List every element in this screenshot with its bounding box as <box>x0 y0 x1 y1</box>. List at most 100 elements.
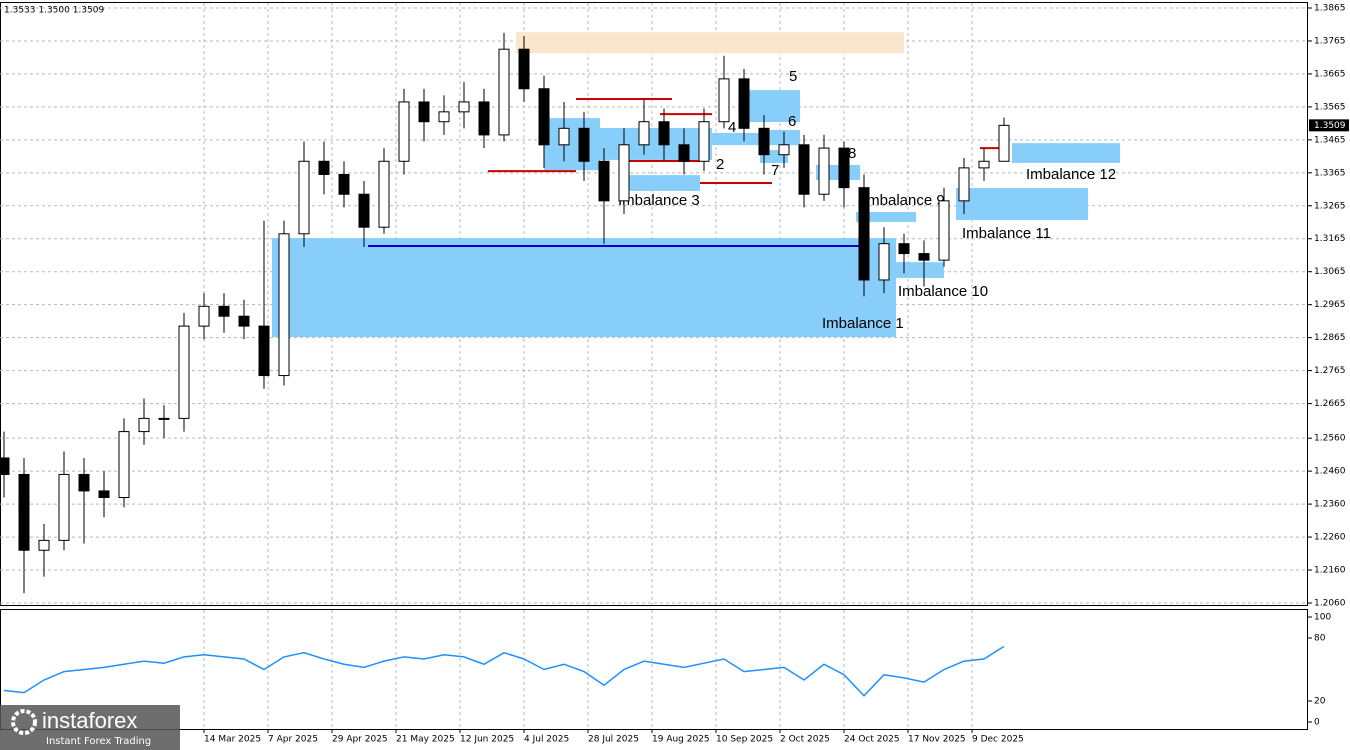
rsi-line <box>3 645 1005 697</box>
zone-label: Imbalance 1 <box>822 315 904 332</box>
candle-body <box>378 160 390 228</box>
y-tick-label: 1.2060 <box>1314 599 1346 609</box>
zone-label: 5 <box>789 68 797 85</box>
y-tick-label: 1.2260 <box>1314 533 1346 543</box>
zone <box>956 187 1088 220</box>
y-tick-label: 1.3165 <box>1314 234 1346 244</box>
candle-body <box>358 193 370 228</box>
zone <box>740 90 800 123</box>
x-tick-label: 2 Oct 2025 <box>780 735 830 745</box>
x-tick-label: 24 Oct 2025 <box>844 735 900 745</box>
main-panel <box>0 2 1308 606</box>
y-tick-label: 1.3665 <box>1314 69 1346 79</box>
zone-label: 6 <box>788 113 796 130</box>
candle-body <box>978 160 990 169</box>
candle-body <box>858 187 870 281</box>
candle-body <box>798 144 810 195</box>
candle-body <box>478 101 490 136</box>
candle-body <box>0 457 10 475</box>
zone-label: 4 <box>728 119 736 136</box>
candle-body <box>38 539 50 551</box>
x-tick-label: 14 Mar 2025 <box>204 735 261 745</box>
candle-body <box>318 160 330 175</box>
candle-body <box>178 325 190 419</box>
candle-body <box>818 147 830 195</box>
candle-body <box>218 305 230 317</box>
candle-body <box>638 121 650 146</box>
y-tick-label: 1.2560 <box>1314 434 1346 444</box>
candle-body <box>758 127 770 156</box>
candle-body <box>158 417 170 420</box>
y-tick-label: 80 <box>1314 634 1326 644</box>
y-tick-label: 1.3865 <box>1314 4 1346 14</box>
candle-body <box>298 160 310 235</box>
zone <box>272 238 896 337</box>
candle-body <box>898 243 910 255</box>
candle-body <box>718 78 730 123</box>
y-tick-label: 1.2360 <box>1314 500 1346 510</box>
zone <box>712 132 760 146</box>
candle-body <box>678 144 690 162</box>
zone <box>856 212 916 222</box>
y-tick-label: 0 <box>1314 718 1320 728</box>
x-tick-label: 29 Apr 2025 <box>332 735 388 745</box>
zone-label: Imbalance 9 <box>863 192 945 209</box>
x-tick-label: 7 Apr 2025 <box>268 735 318 745</box>
candle-body <box>278 233 290 377</box>
y-tick-label: 1.2160 <box>1314 566 1346 576</box>
x-tick-label: 10 Sep 2025 <box>716 735 773 745</box>
x-tick-label: 28 Jul 2025 <box>588 735 639 745</box>
zone <box>760 129 800 146</box>
candle-body <box>118 431 130 499</box>
candle-body <box>998 124 1010 162</box>
candle-body <box>698 121 710 162</box>
x-tick-label: 17 Nov 2025 <box>908 735 966 745</box>
zone <box>620 175 700 191</box>
x-tick-label: 9 Dec 2025 <box>972 735 1024 745</box>
rsi-panel <box>0 609 1308 730</box>
logo-brand: instaforex <box>42 708 137 733</box>
candle-body <box>258 325 270 377</box>
zone <box>896 262 944 278</box>
candle-body <box>598 160 610 202</box>
price-tag: 1.3509 <box>1314 121 1346 131</box>
y-tick-label: 1.2965 <box>1314 300 1346 310</box>
candle-body <box>618 144 630 202</box>
candle-body <box>18 473 30 551</box>
y-tick-label: 100 <box>1314 613 1331 623</box>
y-tick-label: 1.3765 <box>1314 36 1346 46</box>
zone-label: Imbalance 11 <box>962 225 1051 242</box>
y-tick-label: 20 <box>1314 697 1326 707</box>
candle-body <box>418 101 430 123</box>
candle-body <box>58 473 70 541</box>
y-tick-label: 1.2765 <box>1314 366 1346 376</box>
candle-body <box>558 127 570 146</box>
price-tag-bg <box>1309 119 1349 132</box>
zone-label: Imbalance 10 <box>898 283 988 300</box>
y-tick-label: 1.2865 <box>1314 333 1346 343</box>
y-tick-label: 1.2460 <box>1314 467 1346 477</box>
candle-body <box>918 253 930 261</box>
candle-body <box>458 101 470 113</box>
x-tick-label: 19 Aug 2025 <box>652 735 710 745</box>
zone <box>1012 143 1120 163</box>
x-tick-label: 4 Jul 2025 <box>524 735 569 745</box>
logo: instaforex Instant Forex Trading <box>0 705 180 750</box>
candle-body <box>98 490 110 499</box>
candle-body <box>238 315 250 327</box>
candle-body <box>338 173 350 195</box>
zone-label: 2 <box>716 156 724 173</box>
logo-tagline: Instant Forex Trading <box>46 736 151 747</box>
zone-label: Imbalance 3 <box>618 192 700 209</box>
zone <box>516 32 904 54</box>
candle-body <box>78 473 90 492</box>
ohlc-header: 1.3533 1.3500 1.3509 <box>4 6 104 16</box>
y-tick-label: 1.3465 <box>1314 135 1346 145</box>
y-tick-label: 1.3265 <box>1314 201 1346 211</box>
logo-icon <box>11 709 37 735</box>
candle-body <box>538 88 550 146</box>
candle-body <box>938 200 950 261</box>
y-tick-label: 1.3065 <box>1314 267 1346 277</box>
